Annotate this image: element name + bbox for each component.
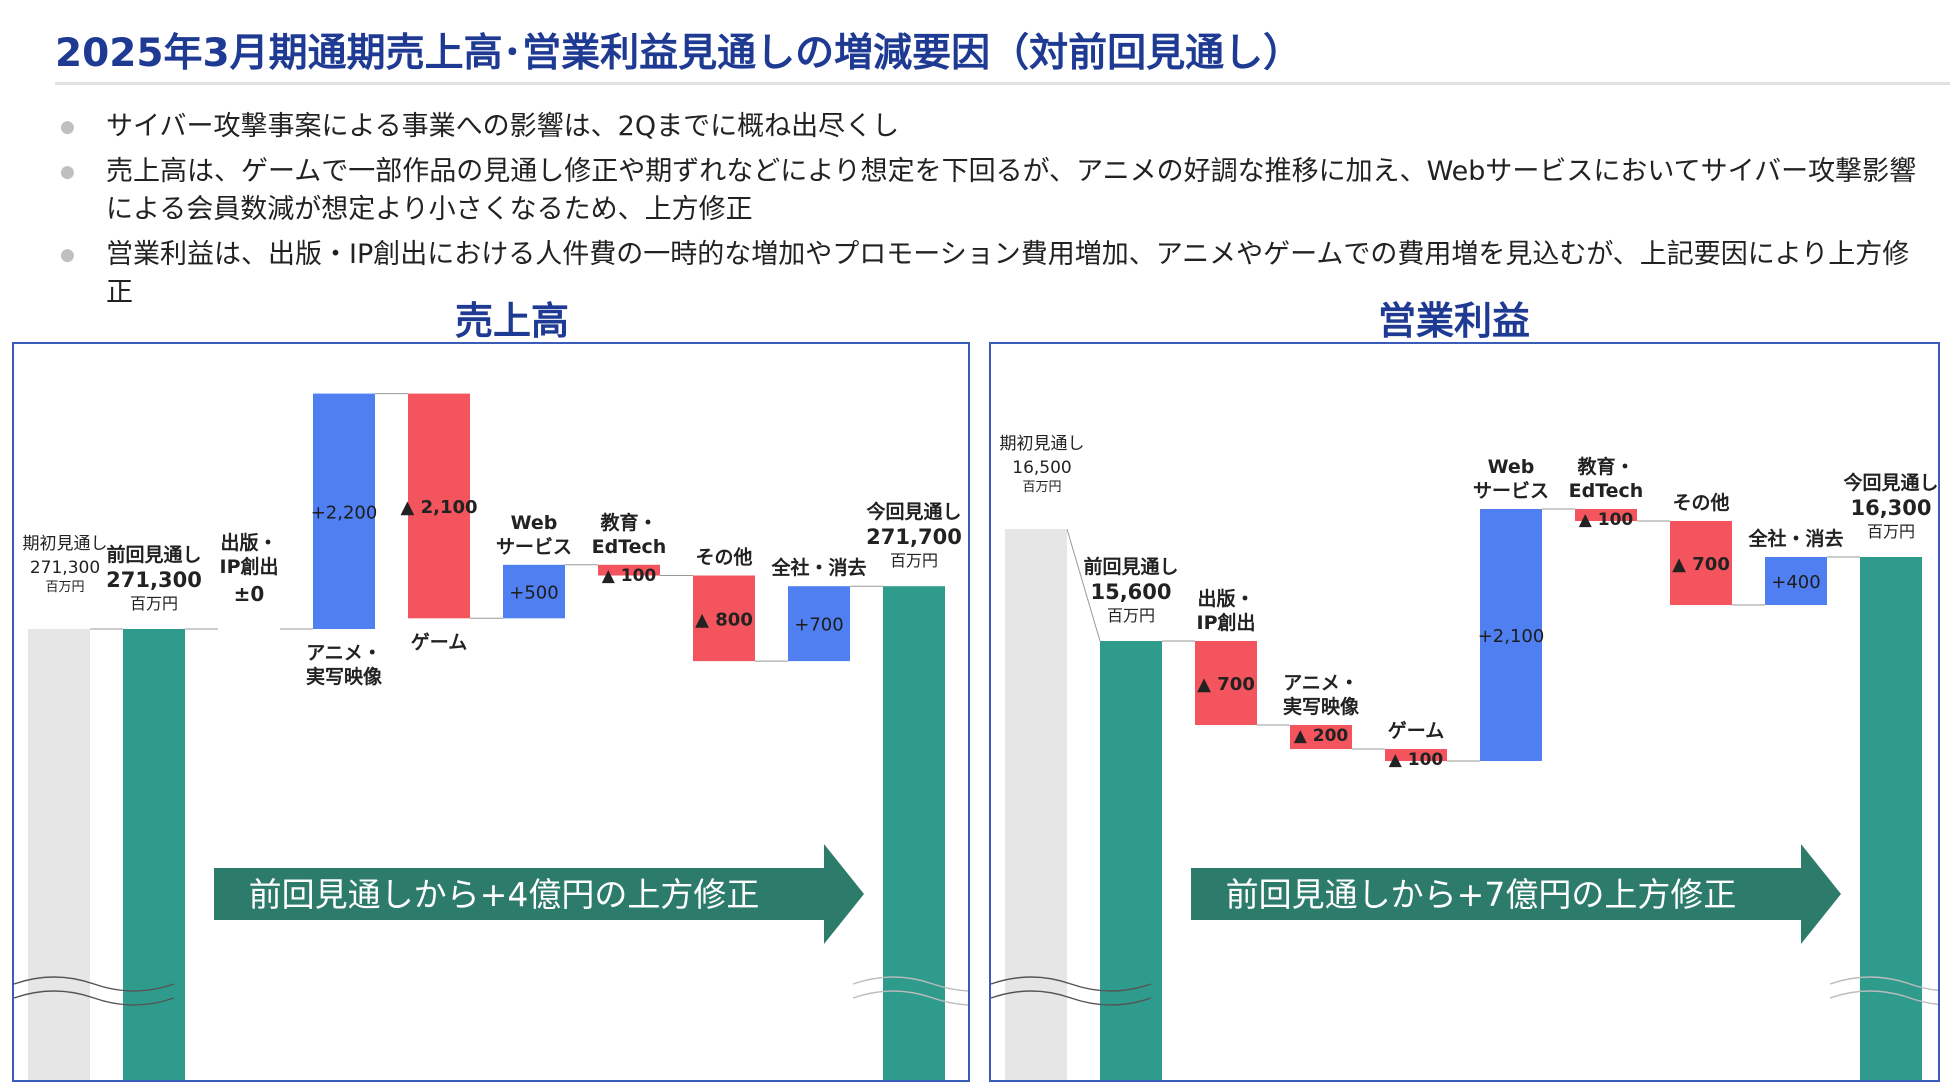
waterfall-bar xyxy=(1005,529,1067,1080)
bar-value: +2,100 xyxy=(1478,626,1545,647)
bar-unit: 百万円 xyxy=(890,551,938,570)
title-divider xyxy=(55,82,1950,85)
bullet-item: サイバー攻撃事案による事業への影響は、2Qまでに概ね出尽くし xyxy=(60,108,1930,146)
bar-value: ▲ 800 xyxy=(695,609,753,630)
waterfall-bar xyxy=(503,564,565,619)
bar-value: ▲ 100 xyxy=(1579,510,1634,530)
bar-label: 全社・消去 xyxy=(770,556,866,579)
page-title: 2025年3月期通期売上高･営業利益見通しの増減要因（対前回見通し） xyxy=(55,31,1303,76)
waterfall-bar xyxy=(1195,641,1257,725)
bar-value: +700 xyxy=(794,615,843,636)
waterfall-bar xyxy=(788,586,850,662)
revision-arrow-text: 前回見通しから+4億円の上方修正 xyxy=(249,875,760,914)
bar-label: ゲーム xyxy=(1388,720,1444,742)
bar-value: 271,300 xyxy=(106,568,202,592)
bar-value: ▲ 2,100 xyxy=(400,497,477,518)
waterfall-bar xyxy=(598,564,660,576)
bullet-item: 売上高は、ゲームで一部作品の見通し修正や期ずれなどにより想定を下回るが、アニメの… xyxy=(60,153,1930,229)
bar-label: アニメ・ xyxy=(306,642,382,664)
axis-break-mark xyxy=(852,976,968,992)
bar-unit: 百万円 xyxy=(45,580,84,595)
bar-value: ▲ 100 xyxy=(602,566,657,586)
bar-value: 15,600 xyxy=(1090,580,1171,604)
bar-value: ▲ 700 xyxy=(1672,554,1730,575)
bar-label: 今回見通し xyxy=(865,500,961,523)
bar-label: EdTech xyxy=(1569,480,1644,502)
bar-label: IP創出 xyxy=(220,555,279,578)
bar-label: 実写映像 xyxy=(306,665,383,688)
waterfall-svg: 期初見通し271,300百万円前回見通し271,300百万円出版・IP創出±0+… xyxy=(14,393,968,1080)
bullet-list: サイバー攻撃事案による事業への影響は、2Qまでに概ね出尽くし 売上高は、ゲームで… xyxy=(60,108,1930,319)
profit-chart-title: 営業利益 xyxy=(1378,299,1531,343)
bar-label: 出版・ xyxy=(220,531,277,554)
bar-label: 教育・ xyxy=(1577,455,1634,478)
bar-label: 実写映像 xyxy=(1283,695,1360,718)
profit-chart: 期初見通し 16,500 百万円 前回見通し 15,600 百万円 ▲ 700 出版・ IP創出… xyxy=(989,342,1940,1082)
axis-break-mark xyxy=(991,976,1152,992)
bar-value: 271,700 xyxy=(866,525,962,549)
bar-value: 16,300 xyxy=(1850,496,1931,520)
bar-label: サービス xyxy=(1473,480,1549,502)
axis-break-mark xyxy=(852,990,968,1006)
bar-label: 前回見通し xyxy=(1083,555,1178,578)
revision-arrow-text: 前回見通しから+7億円の上方修正 xyxy=(1226,875,1737,914)
bar-value: +400 xyxy=(1771,572,1820,593)
bar-unit: 百万円 xyxy=(1107,606,1155,625)
waterfall-bar xyxy=(1100,641,1162,1080)
axis-break-mark xyxy=(1829,976,1938,992)
bar-label: その他 xyxy=(695,546,752,569)
waterfall-bar xyxy=(123,629,185,1080)
waterfall-bar xyxy=(1575,509,1637,521)
bar-value: ▲ 700 xyxy=(1197,674,1255,695)
bar-value: 16,500 xyxy=(1012,458,1071,478)
bar-label: サービス xyxy=(496,536,572,558)
axis-break-mark xyxy=(14,976,175,992)
bar-label: 教育・ xyxy=(600,511,657,534)
sales-chart: 期初見通し 271,300 百万円 前回見通し 271,300 百万円 出版・ IP創出 ±0 +… xyxy=(12,342,970,1082)
bar-unit: 百万円 xyxy=(1867,522,1915,541)
revision-arrow xyxy=(214,844,864,944)
waterfall-bar xyxy=(1670,521,1732,605)
axis-break-mark xyxy=(14,990,175,1006)
connector-line xyxy=(1066,528,1101,642)
bar-unit: 百万円 xyxy=(130,594,178,613)
waterfall-bar xyxy=(1765,557,1827,605)
bar-label: Web xyxy=(511,512,558,534)
sales-chart-title: 売上高 xyxy=(455,299,570,343)
bar-value: +2,200 xyxy=(311,502,378,523)
waterfall-bar xyxy=(1385,749,1447,761)
bar-label: 今回見通し xyxy=(1842,471,1938,494)
revision-arrow xyxy=(1191,844,1841,944)
bar-label: 全社・消去 xyxy=(1747,527,1843,550)
waterfall-bar xyxy=(408,393,470,619)
waterfall-bar xyxy=(1290,725,1352,749)
bar-label: 前回見通し xyxy=(106,543,201,566)
waterfall-bar xyxy=(1480,509,1542,761)
bar-label: IP創出 xyxy=(1197,611,1256,634)
waterfall-bar xyxy=(1860,557,1922,1080)
bar-value: ±0 xyxy=(234,582,265,606)
bar-label: ゲーム xyxy=(411,631,467,653)
waterfall-bar xyxy=(313,393,375,629)
waterfall-bar xyxy=(883,586,945,1080)
bar-label: 出版・ xyxy=(1197,587,1254,610)
bar-label: その他 xyxy=(1672,491,1729,514)
bar-value: 271,300 xyxy=(30,558,100,578)
waterfall-bar xyxy=(28,629,90,1080)
bullet-item: 営業利益は、出版・IP創出における人件費の一時的な増加やプロモーション費用増加、… xyxy=(60,236,1930,312)
bar-label: アニメ・ xyxy=(1283,672,1359,694)
bar-value: ▲ 200 xyxy=(1294,726,1349,746)
waterfall-bar xyxy=(693,575,755,662)
bar-label: 期初見通し xyxy=(1000,434,1085,454)
axis-break-mark xyxy=(991,990,1152,1006)
bar-label: Web xyxy=(1488,456,1535,478)
bar-value: ▲ 100 xyxy=(1389,750,1444,770)
bar-label: EdTech xyxy=(592,536,667,558)
bar-label: 期初見通し xyxy=(23,534,108,554)
bar-unit: 百万円 xyxy=(1022,480,1061,495)
axis-break-mark xyxy=(1829,990,1938,1006)
bar-value: +500 xyxy=(509,583,558,604)
